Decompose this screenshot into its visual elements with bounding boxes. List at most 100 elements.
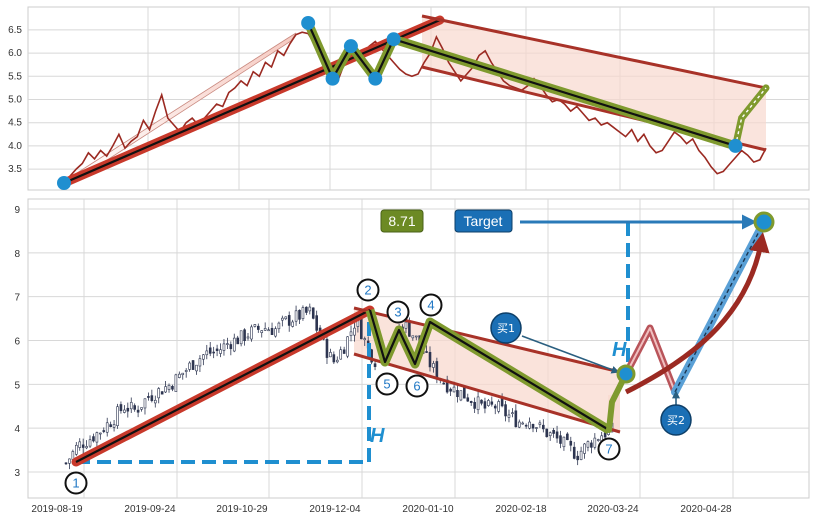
top-channel-upper: [421, 14, 767, 90]
candle-body: [250, 326, 253, 340]
bottom-x-axis: 2019-08-19 2019-09-24 2019-10-29 2019-12-04…: [31, 504, 732, 515]
candle-body: [524, 424, 528, 427]
candle-body: [332, 354, 336, 363]
candle-body: [195, 364, 198, 372]
pattern-point-labels: 1 2 3 4 5 6 7: [64, 278, 621, 495]
candle-body: [329, 352, 332, 358]
candle-body: [270, 327, 274, 335]
candle-body: [109, 424, 112, 428]
candle-body: [353, 327, 356, 336]
candle-body: [229, 344, 233, 350]
candle-body: [559, 435, 562, 444]
candle-body: [552, 429, 555, 434]
candle-body: [572, 446, 576, 459]
pattern-point-number: 4: [427, 298, 434, 313]
candle-body: [99, 432, 102, 435]
candle-body: [555, 431, 559, 439]
candle-body: [579, 450, 583, 460]
top-y-tick-label: 5.5: [8, 71, 22, 82]
candle-body: [576, 455, 579, 461]
candle-body: [150, 395, 154, 401]
pattern-point-circle: [419, 293, 443, 317]
bottom-x-tick-label: 2019-08-19: [31, 504, 83, 515]
candle-body: [531, 423, 535, 429]
bottom-channel-lower: [353, 352, 621, 434]
candle-body: [298, 309, 301, 320]
candle-body: [476, 396, 480, 411]
candle-body: [171, 385, 174, 390]
breakout-leg: [606, 371, 629, 433]
candle-body: [126, 407, 130, 412]
top-pattern-point: [325, 71, 340, 86]
pattern-point-circle: [375, 372, 399, 396]
candle-body: [545, 428, 549, 438]
candle-body: [311, 307, 315, 319]
candle-body: [102, 430, 106, 432]
candle-body: [514, 410, 518, 428]
candle-body: [480, 399, 483, 404]
top-projection-dash: [734, 87, 767, 147]
candle-body: [335, 359, 339, 363]
buy1-label: 买1: [497, 322, 515, 335]
candle-body: [167, 384, 171, 390]
candle-body: [188, 362, 191, 370]
candle-body: [281, 317, 284, 321]
candle-body: [75, 444, 78, 455]
candle-body: [140, 407, 143, 410]
candle-body: [593, 437, 597, 448]
candle-body: [174, 374, 178, 392]
candle-body: [123, 409, 126, 413]
candle-body: [425, 351, 428, 353]
candle-body: [517, 421, 521, 428]
candle-body: [164, 386, 167, 393]
bottom-x-tick-label: 2020-03-24: [587, 504, 639, 515]
candle-body: [504, 404, 507, 417]
bottom-y-axis: 3 4 5 6 7 8 9: [14, 205, 20, 479]
height-marker-left: H: [370, 425, 385, 447]
bottom-y-tick-label: 4: [14, 424, 20, 435]
candle-body: [538, 422, 542, 425]
candle-body: [205, 350, 209, 356]
candle-body: [136, 409, 140, 413]
candle-body: [64, 462, 68, 465]
candle-body: [566, 433, 569, 441]
candle-body: [133, 405, 136, 410]
candle-body: [184, 370, 188, 372]
candle-body: [469, 401, 473, 403]
candle-body: [542, 424, 545, 430]
bottom-y-tick-label: 6: [14, 337, 20, 348]
buy1-badge: [490, 312, 522, 344]
candle-body: [325, 338, 329, 358]
candle-body: [548, 432, 552, 437]
bottom-y-tick-label: 5: [14, 380, 20, 391]
candle-body: [411, 335, 415, 339]
candle-body: [232, 337, 236, 352]
candle-body: [178, 373, 181, 378]
target-value-box: [380, 209, 424, 233]
candlestick-series: [64, 303, 614, 470]
candle-body: [528, 421, 531, 429]
top-y-tick-label: 4.0: [8, 141, 22, 152]
candle-body: [263, 328, 267, 331]
candle-body: [305, 306, 308, 313]
bottom-x-tick-label: 2020-01-10: [402, 504, 454, 515]
candle-body: [287, 315, 291, 326]
candle-body: [569, 440, 573, 446]
candle-body: [500, 398, 504, 407]
candle-body: [95, 432, 99, 443]
candle-body: [236, 337, 239, 345]
candle-body: [586, 441, 590, 448]
candle-body: [294, 310, 298, 322]
top-y-tick-label: 4.5: [8, 118, 22, 129]
candle-body: [153, 399, 157, 404]
top-trend-rise-core: [63, 18, 441, 185]
bottom-y-tick-label: 8: [14, 249, 20, 260]
candle-body: [315, 315, 318, 331]
breakout-point: [616, 364, 636, 384]
pattern-point-circle: [386, 300, 410, 324]
candle-body: [603, 432, 607, 438]
top-y-axis: 3.5 4.0 4.5 5.0 5.5 6.0 6.5: [8, 25, 22, 175]
top-pattern-point: [301, 15, 316, 30]
candle-body: [92, 436, 95, 442]
